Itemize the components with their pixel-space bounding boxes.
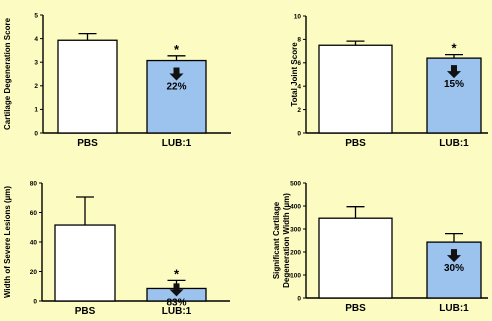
down-arrow-icon: [447, 249, 461, 263]
reduction-percent: 30%: [444, 263, 464, 274]
y-tick-label: 4: [34, 36, 38, 43]
bar-pbs: [318, 44, 393, 134]
significance-star: *: [174, 266, 180, 281]
y-tick-label: 60: [30, 210, 38, 217]
y-tick-label: 300: [290, 226, 301, 233]
significance-star: *: [451, 41, 457, 56]
reduction-percent: 22%: [166, 82, 186, 93]
y-axis-label-line: Significant Cartilage: [272, 201, 281, 279]
chart-panel-4: 0 100 200 300 400 500 PBS LUB:1 30% Significant C…: [272, 180, 488, 314]
y-axis-label: Total Joint Score: [290, 42, 299, 107]
y-tick-label: 10: [294, 13, 302, 20]
bar-pbs: [318, 217, 393, 299]
down-arrow-icon: [169, 283, 184, 297]
bar-pbs: [57, 39, 118, 134]
y-tick-label: 0: [34, 130, 38, 137]
y-tick-label: 80: [30, 180, 38, 187]
chart-panel-1: 0 1 2 3 4 5 PBS LUB:1 * 22% Cartilage Degeneration…: [3, 12, 231, 149]
x-category-label: PBS: [77, 138, 98, 149]
x-category-label: LUB:1: [162, 306, 192, 317]
chart-panel-2: 0 2 4 6 8 10 PBS LUB:1 * 15% Total Joint Score: [290, 13, 488, 149]
y-tick-label: 5: [34, 12, 38, 19]
y-tick-label: 4: [297, 84, 301, 91]
y-tick-label: 200: [290, 249, 301, 256]
y-tick-label: 20: [30, 269, 38, 276]
y-tick-label: 6: [297, 60, 301, 67]
y-tick-label: 2: [34, 83, 38, 90]
y-axis-label: Significant CartilageDegeneration Width …: [272, 193, 291, 288]
y-axis-label-line: Degeneration Width (µm): [282, 193, 291, 288]
y-axis-label: Cartilage Degeneration Score: [3, 17, 12, 130]
y-tick-label: 0: [33, 298, 37, 305]
reduction-percent: 15%: [444, 79, 464, 90]
x-category-label: LUB:1: [162, 138, 192, 149]
y-tick-label: 0: [297, 130, 301, 137]
y-axis-label: Width of Severe Lesions (µm): [3, 186, 12, 298]
y-tick-label: 0: [297, 295, 301, 302]
down-arrow-icon: [169, 67, 184, 81]
x-category-label: PBS: [345, 303, 366, 314]
significance-star: *: [174, 42, 180, 57]
x-category-label: PBS: [75, 306, 96, 317]
y-tick-label: 3: [34, 60, 38, 67]
y-tick-label: 1: [34, 107, 38, 114]
y-tick-label: 400: [290, 203, 301, 210]
x-category-label: PBS: [345, 138, 366, 149]
y-tick-label: 100: [290, 272, 301, 279]
bar-pbs: [54, 224, 116, 302]
chart-panel-3: 0 20 40 60 80 PBS LUB:1 * 83% Width of Severe Les…: [3, 180, 230, 317]
y-tick-label: 500: [290, 180, 301, 187]
y-tick-label: 8: [297, 37, 301, 44]
reduction-percent: 83%: [166, 297, 186, 308]
y-tick-label: 2: [297, 107, 301, 114]
x-category-label: LUB:1: [439, 303, 469, 314]
x-category-label: LUB:1: [439, 138, 469, 149]
y-tick-label: 40: [30, 239, 38, 246]
down-arrow-icon: [447, 65, 461, 79]
